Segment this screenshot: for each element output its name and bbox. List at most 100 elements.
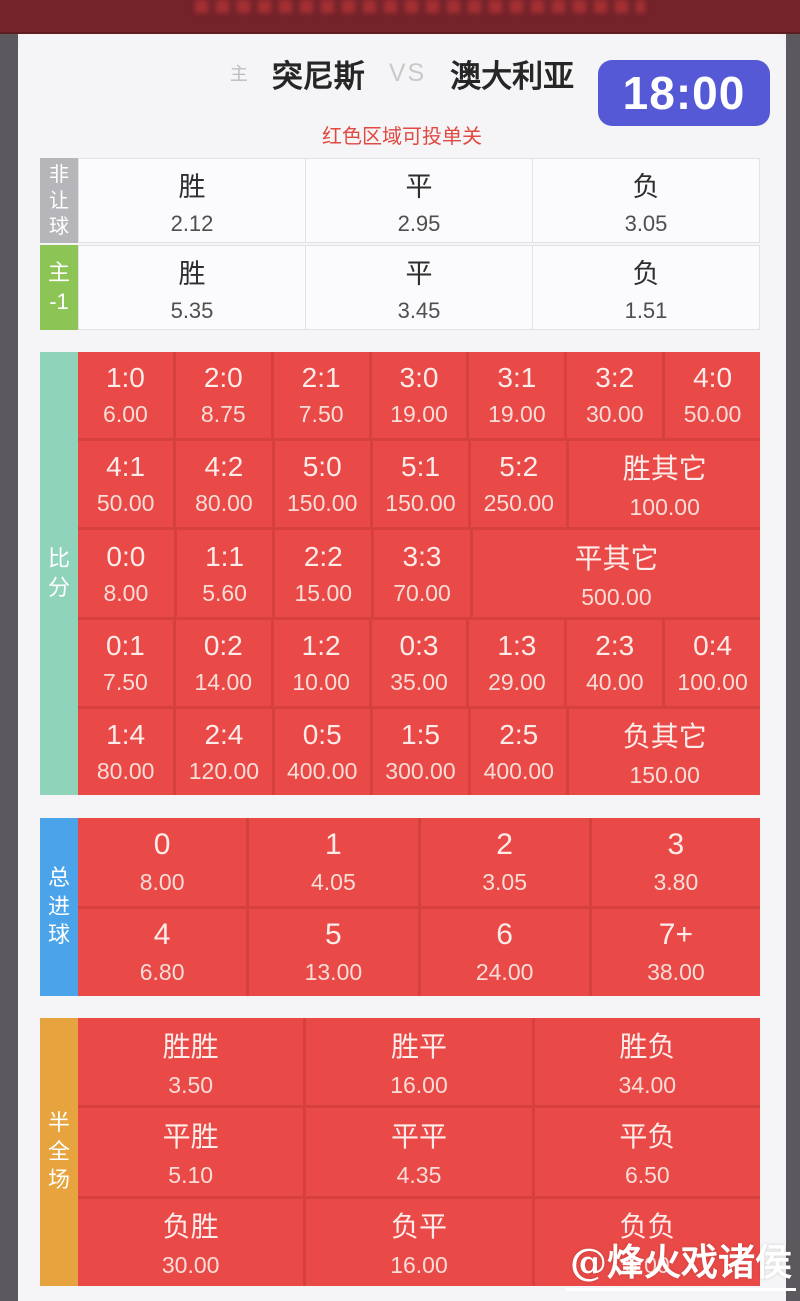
odds-cell[interactable]: 胜胜 3.50 <box>78 1018 304 1106</box>
outcome-label: 负胜 <box>162 1211 219 1243</box>
single-bet-notice: 红色区域可投单关 <box>322 126 482 148</box>
outcome-label: 3:1 <box>497 362 537 394</box>
outcome-label: 胜负 <box>619 1030 676 1062</box>
odds-value: 5.00 <box>624 1252 670 1279</box>
odds-cell[interactable]: 2:0 8.75 <box>175 352 271 439</box>
odds-cell[interactable]: 1:2 10.00 <box>273 619 369 706</box>
outcome-label: 平其它 <box>574 542 659 574</box>
odds-card: 主 突尼斯 VS 澳大利亚 18:00 红色区域可投单关 非 让 球 胜 2.12… <box>18 34 786 1301</box>
odds-cell[interactable]: 2:4 120.00 <box>176 708 272 796</box>
outcome-label: 1:1 <box>205 540 245 572</box>
odds-cell[interactable]: 0:3 35.00 <box>371 619 467 706</box>
outcome-label: 2 <box>496 827 513 861</box>
odds-cell[interactable]: 1 4.05 <box>249 818 418 906</box>
odds-cell[interactable]: 负平 16.00 <box>306 1198 532 1286</box>
odds-row: 1:4 80.00 2:4 120.00 0:5 400.00 1:5 300.00 2:5 40… <box>78 708 760 796</box>
outcome-label: 5:0 <box>302 451 342 483</box>
odds-cell[interactable]: 平负 6.50 <box>534 1108 760 1196</box>
odds-cell[interactable]: 3 3.80 <box>591 818 760 906</box>
odds-value: 6.00 <box>103 401 148 428</box>
odds-value: 120.00 <box>188 757 260 784</box>
odds-cell[interactable]: 5 13.00 <box>249 908 418 996</box>
odds-value: 19.00 <box>488 401 546 428</box>
odds-value: 2.95 <box>397 210 441 236</box>
outcome-label: 0 <box>153 827 171 861</box>
odds-cell[interactable]: 2:2 15.00 <box>275 530 372 617</box>
page-edge-right <box>786 34 800 1301</box>
odds-cell[interactable]: 2 3.05 <box>420 818 589 906</box>
odds-cell[interactable]: 负 1.51 <box>533 246 759 329</box>
outcome-label: 胜 <box>178 258 206 289</box>
odds-cell[interactable]: 5:0 150.00 <box>274 441 370 528</box>
outcome-label: 2:4 <box>204 718 244 750</box>
odds-cell[interactable]: 1:5 300.00 <box>372 708 469 796</box>
odds-cell[interactable]: 负 3.05 <box>533 159 759 242</box>
odds-value: 16.00 <box>390 1071 448 1098</box>
odds-cell[interactable]: 1:4 80.00 <box>78 708 174 796</box>
odds-cell[interactable]: 胜平 16.00 <box>306 1018 532 1106</box>
odds-value: 8.00 <box>103 579 149 606</box>
outcome-label: 1 <box>325 827 342 861</box>
outcome-label: 2:0 <box>203 362 243 394</box>
odds-cell[interactable]: 4:0 50.00 <box>665 352 761 439</box>
outcome-label: 胜平 <box>390 1030 447 1062</box>
outcome-label: 4 <box>153 918 171 952</box>
odds-cell[interactable]: 0 8.00 <box>78 818 247 906</box>
odds-cell[interactable]: 3:0 19.00 <box>371 352 467 439</box>
odds-cell[interactable]: 0:2 14.00 <box>175 619 271 706</box>
odds-cell[interactable]: 2:1 7.50 <box>273 352 369 439</box>
odds-cell[interactable]: 2:3 40.00 <box>567 619 663 706</box>
odds-row: 1:0 6.00 2:0 8.75 2:1 7.50 3:0 19.00 3:1 19.00 3:2… <box>78 352 761 439</box>
outcome-label: 2:5 <box>499 718 539 750</box>
odds-cell[interactable]: 2:5 400.00 <box>471 708 567 796</box>
odds-cell[interactable]: 平胜 5.10 <box>78 1108 304 1196</box>
odds-cell[interactable]: 平平 4.35 <box>306 1108 532 1196</box>
odds-cell[interactable]: 1:3 29.00 <box>469 619 565 706</box>
odds-cell[interactable]: 0:5 400.00 <box>274 708 370 796</box>
odds-cell[interactable]: 平 3.45 <box>306 246 532 329</box>
page-edge-left <box>0 34 18 1301</box>
banner-blurred-text <box>195 0 645 13</box>
odds-cell[interactable]: 0:4 100.00 <box>665 619 761 706</box>
outcome-label: 负负 <box>619 1211 676 1243</box>
odds-cell[interactable]: 胜负 34.00 <box>534 1018 760 1106</box>
odds-cell[interactable]: 1:1 5.60 <box>176 530 273 617</box>
odds-cell[interactable]: 4:2 80.00 <box>176 441 272 528</box>
odds-cell[interactable]: 1:0 6.00 <box>78 352 173 439</box>
outcome-label: 4:2 <box>204 451 244 483</box>
odds-value: 250.00 <box>483 490 554 517</box>
top-banner <box>0 0 800 34</box>
outcome-label: 4:1 <box>106 451 146 483</box>
odds-value: 7.50 <box>103 668 148 695</box>
outcome-label: 胜胜 <box>162 1030 219 1062</box>
odds-cell[interactable]: 负胜 30.00 <box>78 1198 304 1286</box>
odds-cell[interactable]: 3:1 19.00 <box>469 352 565 439</box>
odds-cell[interactable]: 胜其它 100.00 <box>569 441 760 528</box>
odds-cell[interactable]: 0:0 8.00 <box>78 530 174 617</box>
outcome-label: 0:0 <box>106 540 146 572</box>
odds-cell[interactable]: 3:3 70.00 <box>374 530 470 617</box>
odds-value: 500.00 <box>581 583 652 610</box>
odds-cell[interactable]: 3:2 30.00 <box>567 352 663 439</box>
odds-cell[interactable]: 平 2.95 <box>306 159 532 242</box>
odds-cell[interactable]: 胜 2.12 <box>79 159 305 242</box>
home-marker: 主 <box>229 64 248 84</box>
odds-value: 34.00 <box>618 1071 677 1098</box>
odds-value: 2.12 <box>170 210 214 236</box>
odds-value: 300.00 <box>385 757 456 784</box>
odds-cell[interactable]: 0:1 7.50 <box>78 619 173 706</box>
odds-cell[interactable]: 4:1 50.00 <box>78 441 174 528</box>
odds-cell[interactable]: 7+ 38.00 <box>591 908 760 996</box>
outcome-label: 2:2 <box>303 540 343 572</box>
odds-value: 30.00 <box>161 1252 220 1279</box>
outcome-label: 负其它 <box>622 720 707 752</box>
odds-cell[interactable]: 胜 5.35 <box>79 246 305 329</box>
odds-cell[interactable]: 6 24.00 <box>420 908 589 996</box>
odds-cell[interactable]: 5:2 250.00 <box>471 441 567 528</box>
odds-cell[interactable]: 负其它 150.00 <box>569 708 760 796</box>
odds-cell[interactable]: 4 6.80 <box>78 908 247 996</box>
odds-cell[interactable]: 负负 5.00 <box>534 1198 760 1286</box>
odds-value: 13.00 <box>304 959 363 986</box>
odds-cell[interactable]: 平其它 500.00 <box>472 530 761 617</box>
odds-cell[interactable]: 5:1 150.00 <box>372 441 469 528</box>
